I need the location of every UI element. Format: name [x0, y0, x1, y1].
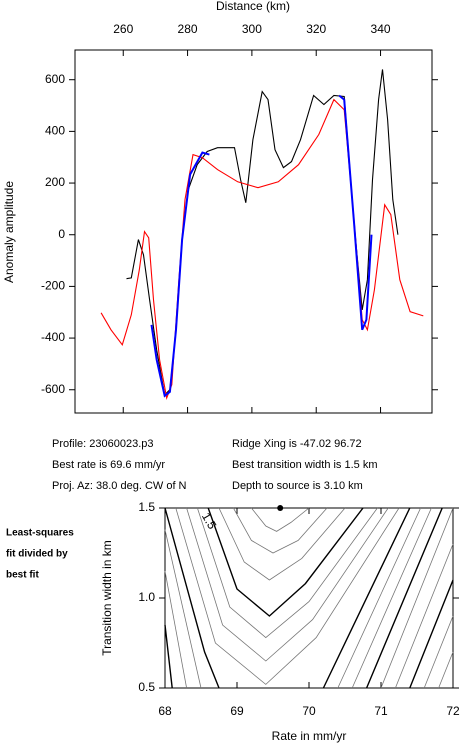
contour-line	[207, 507, 364, 617]
data-line	[126, 69, 399, 397]
y-tick-label: 1.5	[138, 500, 155, 514]
side-label: Least-squares	[6, 528, 74, 539]
y-tick-label: -600	[41, 382, 65, 396]
info-text: Depth to source is 3.10 km	[232, 480, 363, 492]
info-text: Proj. Az: 38.0 deg. CW of N	[52, 480, 187, 492]
contour-line	[197, 507, 378, 639]
contour-line	[164, 507, 421, 689]
contour-line	[186, 507, 389, 662]
contour-line	[438, 651, 454, 689]
y-tick-label: 1.0	[138, 590, 155, 604]
x-tick-label: 280	[178, 22, 198, 36]
contour-line	[164, 507, 443, 689]
y-tick-label: -400	[41, 330, 65, 344]
contour-line	[395, 543, 454, 689]
contour-line	[409, 579, 454, 689]
y-tick-label: 0.5	[138, 680, 155, 694]
contour-line	[380, 507, 454, 689]
side-label: best fit	[6, 570, 39, 581]
contour-line	[175, 507, 400, 685]
y-tick-label: -200	[41, 279, 65, 293]
x-tick-label: 320	[306, 22, 326, 36]
y-axis-title: Transition width in km	[100, 540, 114, 656]
contour-line	[218, 507, 346, 581]
contour-line	[251, 507, 310, 532]
contour-line	[164, 507, 432, 689]
info-text: Best transition width is 1.5 km	[232, 459, 378, 471]
info-text: Profile: 23060023.p3	[52, 438, 154, 450]
contour-line	[233, 507, 328, 554]
x-tick-label: 70	[302, 704, 316, 718]
info-text: Best rate is 69.6 mm/yr	[52, 459, 165, 471]
data-line	[100, 98, 424, 401]
x-tick-label: 340	[371, 22, 391, 36]
x-tick-label: 72	[446, 704, 460, 718]
y-tick-label: 0	[58, 227, 65, 241]
side-label: fit divided by	[6, 549, 68, 560]
y-tick-label: 200	[45, 175, 65, 189]
data-line	[150, 94, 373, 398]
x-axis-title: Rate in mm/yr	[272, 729, 347, 743]
best-fit-marker	[277, 505, 284, 511]
info-text: Ridge Xing is -47.02 96.72	[232, 438, 362, 450]
y-axis-title: Anomaly amplitude	[2, 181, 16, 283]
x-tick-label: 71	[374, 704, 388, 718]
x-axis-title: Distance (km)	[216, 0, 290, 13]
x-tick-label: 69	[230, 704, 244, 718]
x-tick-label: 300	[242, 22, 262, 36]
contour-line	[423, 615, 454, 689]
y-tick-label: 600	[45, 72, 65, 86]
plot-frame	[74, 49, 433, 414]
x-tick-label: 260	[113, 22, 133, 36]
y-tick-label: 400	[45, 124, 65, 138]
x-tick-label: 68	[158, 704, 172, 718]
contour-line	[164, 507, 411, 689]
